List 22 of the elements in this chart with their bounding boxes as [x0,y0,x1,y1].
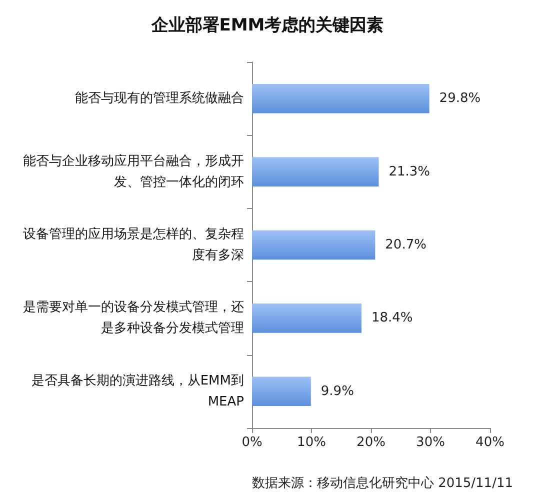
data-label: 29.8% [439,91,481,106]
bar [252,304,362,333]
bar [252,84,430,114]
y-tick-label: 是需要对单一的设备分发模式管理，还是多种设备分发模式管理 [23,300,244,336]
source-note: 数据来源：移动信息化研究中心 2015/11/11 [252,475,513,491]
x-tick-label: 20% [356,435,386,450]
y-tick-label: 能否与现有的管理系统做融合 [75,91,244,106]
bar [252,230,376,260]
bar [252,376,311,406]
data-label: 18.4% [371,310,413,326]
bar [252,157,379,186]
x-tick-label: 40% [476,435,504,450]
data-label: 21.3% [388,164,430,180]
x-tick-label: 30% [416,435,445,450]
data-label: 20.7% [385,238,426,252]
y-tick-label: 设备管理的应用场景是怎样的、复杂程度有多深 [23,226,244,263]
y-tick-label: 能否与企业移动应用平台融合，形成开发、管控一体化的闭环 [23,152,244,190]
y-tick-label: 是否具备长期的演进路线，从EMM到MEAP [31,373,244,410]
chart-title: 企业部署EMM考虑的关键因素 [150,16,384,36]
data-label: 9.9% [320,384,354,399]
x-tick-label: 0% [242,435,262,450]
x-tick-label: 10% [297,435,326,450]
